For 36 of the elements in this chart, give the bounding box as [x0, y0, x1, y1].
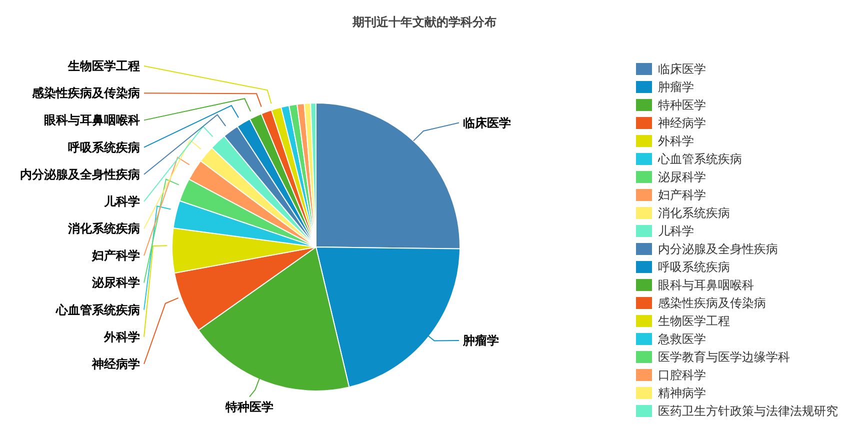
slice-label: 儿科学	[103, 194, 140, 208]
legend-label: 特种医学	[658, 96, 706, 114]
slice-label: 外科学	[103, 330, 140, 344]
slice-label: 特种医学	[224, 400, 274, 414]
slice-label: 神经病学	[91, 357, 140, 371]
chart-title: 期刊近十年文献的学科分布	[352, 14, 498, 31]
legend-label: 神经病学	[658, 114, 706, 132]
legend-label: 医药卫生方针政策与法律法规研究	[658, 402, 838, 420]
legend-label: 生物医学工程	[658, 312, 730, 330]
slice-label: 内分泌腺及全身性疾病	[20, 167, 140, 182]
slice-label: 临床医学	[463, 116, 511, 130]
slice-label: 感染性疾病及传染病	[31, 86, 140, 100]
legend-label: 呼吸系统疾病	[658, 258, 730, 276]
legend-label: 儿科学	[658, 222, 694, 240]
slice-label: 心血管系统疾病	[55, 302, 140, 317]
legend-label: 外科学	[658, 132, 694, 150]
legend-label: 口腔科学	[658, 366, 706, 384]
slice-label: 泌尿科学	[91, 276, 140, 290]
legend-label: 精神病学	[658, 384, 706, 402]
slice-label: 肿瘤学	[462, 334, 499, 348]
legend-label: 感染性疾病及传染病	[658, 294, 766, 312]
slice-label: 生物医学工程	[67, 59, 140, 73]
slice-label: 眼科与耳鼻咽喉科	[44, 113, 140, 128]
legend-label: 急救医学	[658, 330, 706, 348]
slice-label: 呼吸系统疾病	[68, 140, 140, 154]
slice-label: 妇产科学	[91, 248, 140, 263]
legend-label: 医学教育与医学边缘学科	[658, 348, 790, 366]
legend-label: 心血管系统疾病	[658, 150, 742, 168]
legend-label: 泌尿科学	[658, 168, 706, 186]
legend-label: 肿瘤学	[658, 78, 694, 96]
slice-label: 消化系统疾病	[67, 222, 140, 236]
legend-label: 消化系统疾病	[658, 204, 730, 222]
legend-label: 临床医学	[658, 60, 706, 78]
legend-label: 妇产科学	[658, 186, 706, 204]
legend-label: 眼科与耳鼻咽喉科	[658, 276, 754, 294]
legend-label: 内分泌腺及全身性疾病	[658, 240, 778, 258]
